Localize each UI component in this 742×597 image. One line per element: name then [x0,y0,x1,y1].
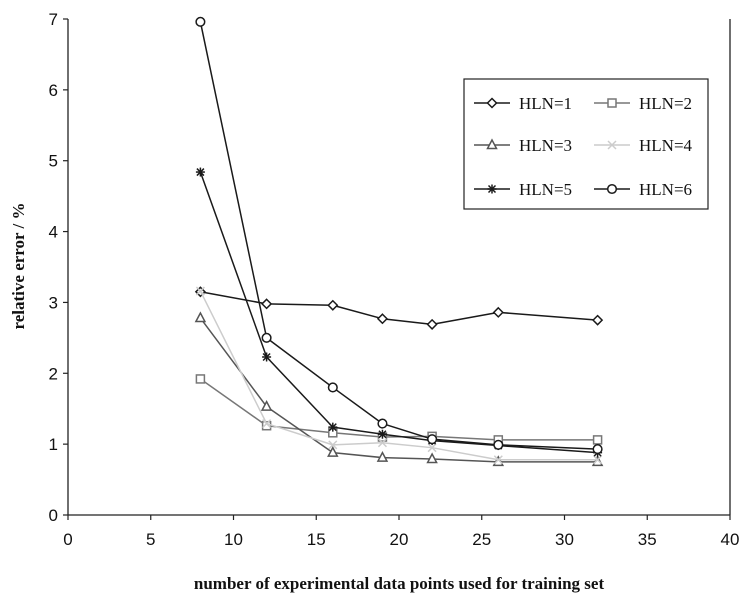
diamond-marker [486,97,498,109]
legend-item: HLN=4 [594,136,693,155]
series-hln-2 [195,374,603,445]
x-marker [262,419,272,429]
circle-marker [327,382,338,393]
legend-item: HLN=2 [594,94,692,113]
series-hln-5 [195,167,603,458]
diamond-marker [327,299,339,311]
star-marker [328,422,338,432]
star-marker [487,184,497,194]
x-tick-label: 30 [555,530,574,549]
legend-item: HLN=1 [474,94,572,113]
circle-marker [427,434,438,445]
y-tick-label: 3 [49,293,58,312]
square-marker [607,98,617,108]
series-layer [194,16,604,467]
legend: HLN=1 HLN=2 HLN=3 HLN=4 HLN=5 HLN=6 [463,78,709,210]
diamond-marker [492,306,504,318]
y-axis-ticks: 0 1 2 3 4 5 6 7 [49,10,68,525]
y-tick-label: 6 [49,81,58,100]
y-tick-label: 7 [49,10,58,29]
x-tick-label: 20 [390,530,409,549]
x-marker [493,455,503,465]
circle-marker [493,439,504,450]
x-marker [607,140,617,150]
star-marker [262,352,272,362]
legend-item: HLN=3 [474,136,572,155]
x-tick-label: 5 [146,530,155,549]
square-marker [592,435,603,445]
legend-item: HLN=6 [594,180,692,199]
y-tick-label: 4 [49,223,58,242]
x-tick-label: 35 [638,530,657,549]
star-marker [195,167,205,177]
x-axis-title: number of experimental data points used … [194,574,605,593]
legend-item: HLN=5 [474,180,572,199]
circle-marker [592,444,603,455]
y-tick-label: 0 [49,506,58,525]
circle-marker [261,332,272,343]
diamond-marker [261,298,273,310]
triangle-marker [327,446,339,457]
x-tick-label: 15 [307,530,326,549]
x-axis-ticks: 0 5 10 15 20 25 30 35 40 [63,515,739,549]
circle-marker [195,16,206,27]
series-line [199,290,599,461]
square-marker [261,420,272,431]
x-tick-label: 40 [721,530,740,549]
x-marker [328,440,338,450]
legend-label: HLN=3 [519,136,572,155]
x-tick-label: 0 [63,530,72,549]
series-hln-3 [194,311,604,467]
triangle-marker [426,452,438,464]
diamond-marker [376,313,389,325]
y-axis-title: relative error / % [9,203,28,330]
series-hln-4 [195,286,603,465]
star-marker [377,429,387,439]
x-tick-label: 25 [472,530,491,549]
diamond-marker [592,314,604,326]
y-tick-label: 5 [49,152,58,171]
legend-label: HLN=6 [639,180,692,199]
y-tick-label: 2 [49,364,58,383]
legend-label: HLN=4 [639,136,693,155]
triangle-marker [194,311,207,323]
triangle-marker [486,138,498,150]
legend-label: HLN=5 [519,180,572,199]
triangle-marker [260,399,273,411]
legend-label: HLN=1 [519,94,572,113]
x-marker [593,455,603,465]
square-marker [195,374,206,384]
triangle-marker [376,451,389,462]
x-marker [195,286,205,296]
diamond-marker [426,318,438,330]
circle-marker [606,183,618,195]
legend-label: HLN=2 [639,94,692,113]
series-hln-6 [195,16,603,455]
legend-box [463,78,709,210]
x-marker [427,443,437,453]
y-tick-label: 1 [49,435,58,454]
x-marker [377,438,387,448]
x-tick-label: 10 [224,530,243,549]
circle-marker [377,418,388,429]
